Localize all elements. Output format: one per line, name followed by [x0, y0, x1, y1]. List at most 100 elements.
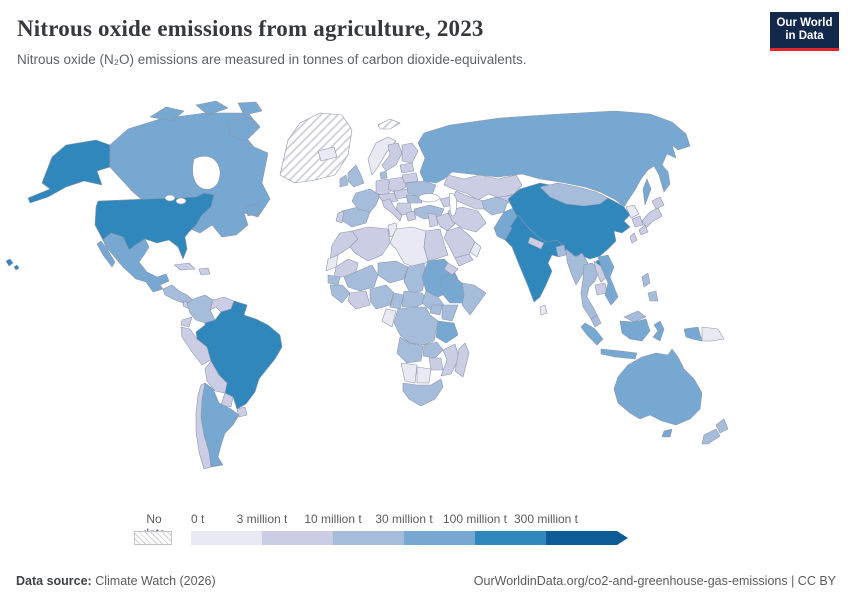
country-saudi-arabia[interactable] — [443, 226, 476, 259]
legend-segment-1[interactable] — [191, 531, 262, 545]
country-ivorycoast-ghana[interactable] — [347, 290, 371, 310]
country-bangladesh[interactable] — [555, 244, 567, 258]
country-myanmar[interactable] — [565, 248, 589, 286]
country-cuba[interactable] — [173, 262, 196, 271]
country-niger[interactable] — [377, 260, 409, 284]
country-taiwan[interactable] — [629, 232, 638, 244]
country-nepal[interactable] — [527, 236, 545, 250]
country-canada-arctic-3[interactable] — [237, 101, 263, 116]
legend-no-data-swatch[interactable] — [134, 531, 172, 545]
legend-segment-4[interactable] — [404, 531, 475, 545]
country-india[interactable] — [504, 214, 566, 303]
legend-segment-3[interactable] — [333, 531, 404, 545]
country-yemen[interactable] — [454, 253, 474, 267]
country-belarus[interactable] — [401, 172, 419, 184]
country-france[interactable] — [351, 188, 381, 213]
country-north-korea[interactable] — [625, 204, 640, 219]
country-russia[interactable] — [417, 110, 691, 208]
country-malaysia-peninsula[interactable] — [590, 314, 602, 328]
country-canada-baffin[interactable] — [227, 116, 261, 142]
country-australia[interactable] — [613, 348, 703, 426]
country-central-african-republic[interactable] — [401, 290, 429, 308]
country-iceland[interactable] — [317, 146, 338, 162]
country-philippines-luzon[interactable] — [641, 272, 651, 288]
country-indonesia-sulawesi[interactable] — [652, 320, 665, 342]
country-italy[interactable] — [381, 198, 403, 222]
country-chile[interactable] — [195, 382, 212, 470]
country-guinea[interactable] — [329, 284, 351, 304]
country-indonesia-borneo[interactable] — [619, 318, 651, 342]
country-malaysia-borneo[interactable] — [623, 310, 647, 323]
country-algeria[interactable] — [349, 226, 391, 262]
country-vietnam[interactable] — [597, 254, 619, 306]
legend-segment-5[interactable] — [475, 531, 546, 545]
country-nigeria[interactable] — [369, 284, 395, 310]
country-finland[interactable] — [401, 142, 419, 164]
country-south-africa[interactable] — [402, 378, 444, 407]
country-mexico[interactable] — [102, 232, 170, 293]
country-greece[interactable] — [405, 210, 417, 222]
country-ireland[interactable] — [339, 174, 349, 188]
country-egypt[interactable] — [423, 228, 449, 262]
country-south-korea[interactable] — [631, 215, 644, 228]
country-indonesia-java[interactable] — [600, 348, 638, 360]
country-greenland[interactable] — [279, 112, 353, 184]
country-oman[interactable] — [469, 241, 482, 258]
country-levant[interactable] — [427, 212, 439, 228]
country-indonesia-papua[interactable] — [683, 326, 703, 342]
country-australia-tasmania[interactable] — [661, 428, 673, 438]
country-papua-new-guinea[interactable] — [701, 326, 725, 342]
country-ecuador[interactable] — [180, 316, 193, 328]
country-senegal[interactable] — [327, 274, 341, 286]
country-bolivia[interactable] — [204, 360, 228, 394]
country-madagascar[interactable] — [454, 342, 470, 378]
country-botswana[interactable] — [416, 366, 432, 384]
legend-segment-6[interactable] — [546, 531, 617, 545]
country-russia-sakhalin[interactable] — [642, 178, 652, 206]
country-colombia[interactable] — [186, 294, 216, 324]
country-gabon-congo[interactable] — [381, 308, 397, 328]
country-new-zealand-north[interactable] — [715, 418, 729, 434]
country-laos[interactable] — [593, 260, 608, 283]
country-canada-arctic-2[interactable] — [195, 100, 229, 116]
country-hispaniola[interactable] — [198, 267, 211, 276]
country-mali[interactable] — [343, 264, 379, 292]
country-iraq[interactable] — [435, 212, 456, 232]
country-uganda[interactable] — [429, 304, 443, 316]
country-zambia[interactable] — [422, 341, 444, 359]
country-portugal[interactable] — [335, 210, 345, 224]
country-sri-lanka[interactable] — [539, 304, 548, 316]
country-germany[interactable] — [375, 178, 393, 198]
country-paraguay[interactable] — [220, 392, 234, 408]
country-kenya[interactable] — [441, 304, 459, 322]
country-japan-hokkaido[interactable] — [651, 196, 665, 210]
country-uk[interactable] — [347, 164, 365, 188]
country-namibia[interactable] — [400, 362, 418, 384]
country-canada-newfoundland[interactable] — [245, 202, 261, 217]
country-indonesia-sumatra[interactable] — [580, 322, 604, 346]
country-svalbard[interactable] — [377, 118, 401, 130]
country-mexico-baja[interactable] — [96, 240, 116, 268]
country-philippines-mindanao[interactable] — [647, 290, 659, 302]
citation-link[interactable]: OurWorldinData.org/co2-and-greenhouse-ga… — [473, 574, 836, 588]
country-tanzania[interactable] — [435, 320, 459, 344]
country-chad[interactable] — [403, 262, 427, 294]
country-drc[interactable] — [393, 306, 439, 346]
country-brazil[interactable] — [195, 300, 283, 410]
country-new-zealand-south[interactable] — [701, 428, 721, 445]
country-usa-alaska[interactable] — [27, 139, 111, 204]
country-usa-hawaii[interactable] — [5, 258, 20, 271]
country-japan-kyushu[interactable] — [638, 224, 649, 236]
country-sweden[interactable] — [381, 142, 403, 172]
country-mozambique[interactable] — [440, 343, 460, 377]
country-mongolia[interactable] — [539, 182, 609, 207]
owid-logo[interactable]: Our World in Data — [770, 12, 839, 51]
country-angola[interactable] — [396, 336, 424, 364]
country-iran[interactable] — [447, 206, 487, 233]
legend-segment-2[interactable] — [262, 531, 333, 545]
country-zimbabwe[interactable] — [428, 357, 444, 371]
country-baltics[interactable] — [399, 162, 415, 174]
country-somalia[interactable] — [461, 282, 487, 316]
country-denmark[interactable] — [379, 170, 388, 180]
country-canada-arctic-1[interactable] — [149, 106, 185, 122]
